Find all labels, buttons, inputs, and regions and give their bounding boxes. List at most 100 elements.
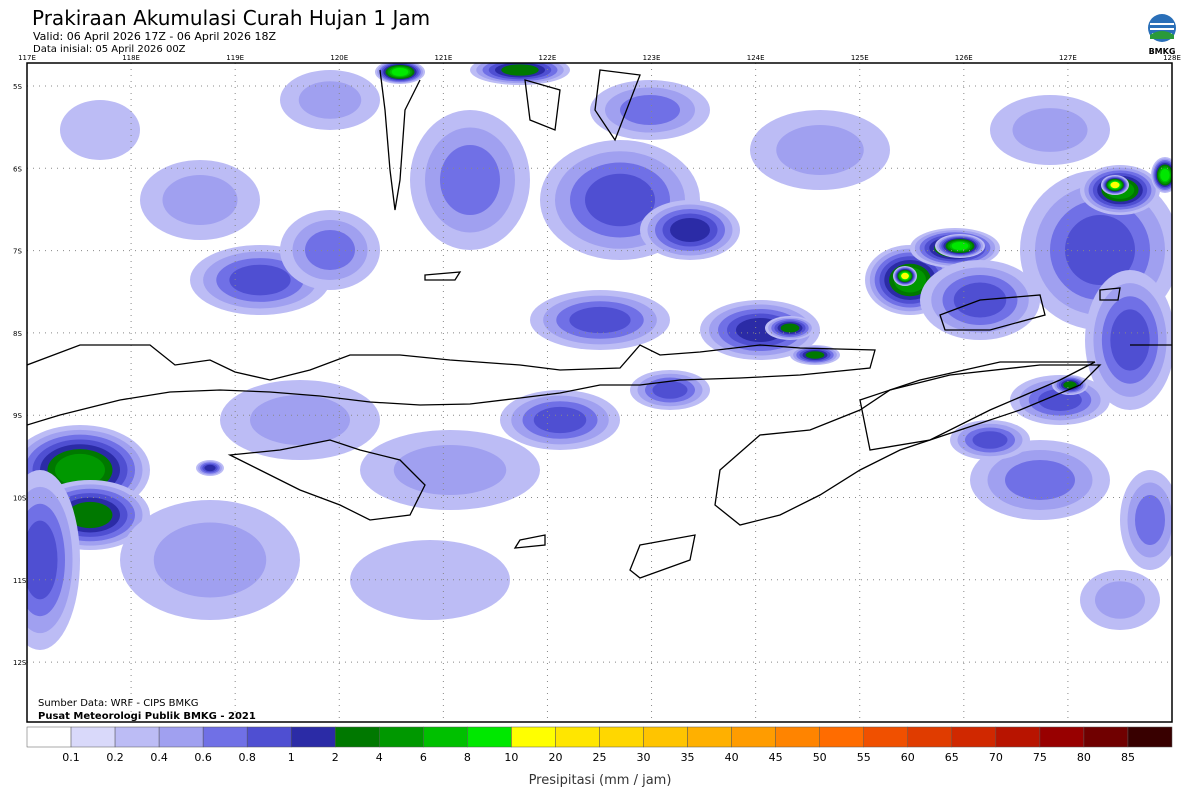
colorbar-label: 0.6 — [194, 751, 212, 764]
colorbar-swatch — [687, 726, 732, 748]
colorbar-label: 2 — [332, 751, 339, 764]
lon-label: 121E — [434, 54, 452, 62]
rain-area — [1063, 381, 1077, 389]
colorbar-swatch — [70, 726, 116, 748]
colorbar-swatch — [26, 726, 72, 748]
logo — [1148, 14, 1176, 42]
lon-label: 118E — [122, 54, 140, 62]
rain-area — [901, 272, 909, 280]
colorbar-label: 1 — [288, 751, 295, 764]
rain-area — [250, 395, 350, 445]
lon-label: 126E — [955, 54, 973, 62]
lon-label: 124E — [747, 54, 765, 62]
rain-area — [533, 406, 587, 434]
lat-label: 10S — [13, 495, 27, 503]
map-frame — [26, 62, 1173, 723]
colorbar-label: 30 — [637, 751, 651, 764]
init-time: Data inisial: 05 April 2026 00Z — [33, 44, 186, 55]
colorbar-label: 50 — [813, 751, 827, 764]
colorbar-title: Presipitasi (mm / jam) — [529, 773, 672, 788]
lon-label: 117E — [18, 54, 36, 62]
colorbar-swatch — [863, 726, 909, 748]
colorbar-label: 70 — [989, 751, 1003, 764]
rain-area — [305, 230, 355, 270]
rain-area — [501, 64, 539, 76]
colorbar-swatch — [290, 726, 336, 748]
colorbar-swatch — [995, 726, 1041, 748]
colorbar-label: 10 — [504, 751, 518, 764]
lat-label: 7S — [13, 248, 22, 256]
colorbar-label: 25 — [593, 751, 607, 764]
rain-area — [391, 68, 409, 76]
colorbar: 0.1 0.2 0.4 0.6 0.8 1 2 4 6 8 10 20 25 30 35 40 45 50 55 60… — [26, 726, 1173, 764]
colorbar-swatch — [158, 726, 204, 748]
rain-area — [670, 218, 710, 242]
colorbar-label: 60 — [901, 751, 915, 764]
rain-area — [569, 306, 631, 334]
rain-area — [972, 431, 1008, 449]
colorbar-label: 0.2 — [106, 751, 124, 764]
coastlines — [27, 69, 1172, 579]
rain-area — [1005, 460, 1075, 500]
title: Prakiraan Akumulasi Curah Hujan 1 Jam — [32, 6, 430, 30]
colorbar-swatch — [1127, 726, 1173, 748]
colorbar-label: 0.1 — [62, 751, 80, 764]
colorbar-label: 20 — [548, 751, 562, 764]
colorbar-label: 4 — [376, 751, 383, 764]
lon-label: 125E — [851, 54, 869, 62]
lon-label: 122E — [539, 54, 557, 62]
rain-area — [1160, 169, 1170, 181]
rain-area — [153, 522, 267, 598]
lat-label: 6S — [13, 165, 22, 173]
colorbar-swatch — [731, 726, 776, 748]
colorbar-label: 0.4 — [150, 751, 168, 764]
colorbar-swatch — [202, 726, 248, 748]
rain-area — [805, 351, 825, 359]
colorbar-swatch — [114, 726, 160, 748]
rain-area — [1095, 581, 1145, 619]
rain-area — [1110, 181, 1120, 189]
colorbar-label: 65 — [945, 751, 959, 764]
rain-area — [776, 125, 864, 175]
rain-area — [440, 145, 500, 215]
colorbar-swatch — [599, 726, 644, 748]
colorbar-swatch — [1083, 726, 1129, 748]
colorbar-label: 8 — [464, 751, 471, 764]
colorbar-swatch — [423, 726, 468, 748]
colorbar-label: 40 — [725, 751, 739, 764]
colorbar-label: 0.8 — [238, 751, 256, 764]
colorbar-swatch — [246, 726, 292, 748]
rain-area — [298, 81, 362, 119]
credit: Pusat Meteorologi Publik BMKG - 2021 — [38, 711, 256, 722]
colorbar-swatch — [511, 726, 556, 748]
colorbar-swatch — [819, 726, 864, 748]
rain-area — [1110, 309, 1150, 371]
rain-area — [204, 464, 216, 472]
colorbar-label: 75 — [1033, 751, 1047, 764]
source: Sumber Data: WRF - CIPS BMKG — [38, 698, 198, 709]
rain-area — [1012, 108, 1088, 152]
colorbar-swatch — [555, 726, 600, 748]
colorbar-label: 85 — [1121, 751, 1135, 764]
lon-label: 120E — [330, 54, 348, 62]
lat-label: 9S — [13, 412, 22, 420]
lat-label: 5S — [13, 83, 22, 91]
logo-text: BMKG — [1149, 47, 1176, 56]
lat-label: 12S — [13, 659, 27, 667]
colorbar-swatch — [643, 726, 688, 748]
lon-label: 119E — [226, 54, 244, 62]
valid-time: Valid: 06 April 2026 17Z - 06 April 2026… — [33, 30, 276, 43]
lon-label: 128E — [1163, 54, 1181, 62]
colorbar-swatch — [951, 726, 997, 748]
colorbar-swatch — [1039, 726, 1085, 748]
colorbar-label: 55 — [857, 751, 871, 764]
rain-area — [951, 242, 969, 250]
rain-area — [162, 175, 238, 225]
colorbar-swatch — [379, 726, 424, 748]
rain-area — [652, 381, 688, 399]
colorbar-label: 6 — [420, 751, 427, 764]
lon-label: 123E — [643, 54, 661, 62]
precipitation — [27, 63, 1172, 650]
colorbar-label: 35 — [681, 751, 695, 764]
